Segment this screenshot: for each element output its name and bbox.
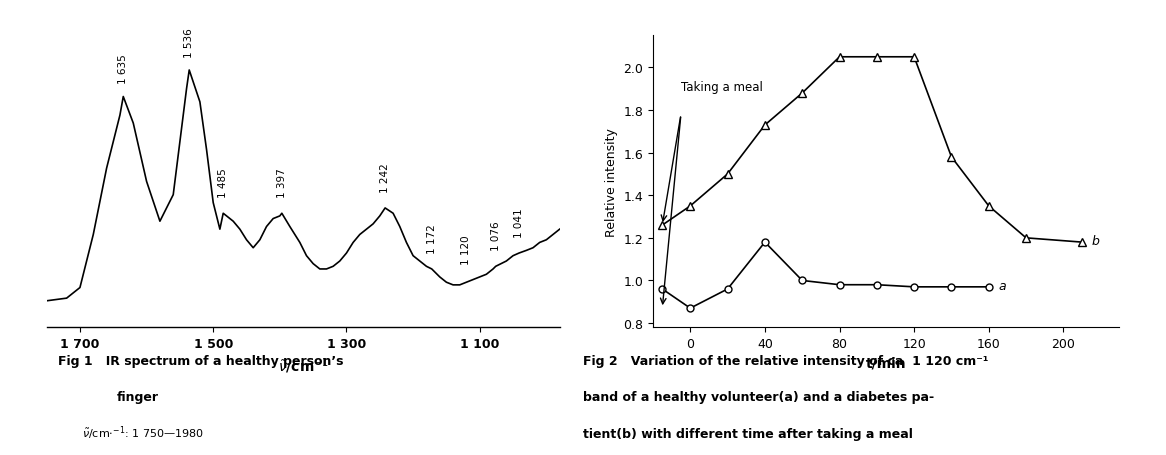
Text: 1 076: 1 076 (491, 221, 500, 251)
Text: 1 397: 1 397 (276, 168, 287, 198)
Text: Taking a meal: Taking a meal (681, 81, 763, 94)
Text: a: a (998, 279, 1006, 292)
Text: b: b (1091, 235, 1100, 248)
Y-axis label: Relative intensity: Relative intensity (605, 128, 618, 236)
Text: 1 242: 1 242 (380, 163, 391, 192)
Text: tient(b) with different time after taking a meal: tient(b) with different time after takin… (583, 427, 913, 440)
Text: 1 041: 1 041 (514, 208, 524, 238)
Text: Fig 1   IR spectrum of a healthy person’s: Fig 1 IR spectrum of a healthy person’s (58, 354, 344, 367)
Text: Fig 2   Variation of the relative intensity of ca  1 120 cm⁻¹: Fig 2 Variation of the relative intensit… (583, 354, 989, 367)
Text: band of a healthy volunteer(a) and a diabetes pa-: band of a healthy volunteer(a) and a dia… (583, 390, 934, 404)
Text: $\tilde{\nu}$/cm$\cdot^{-1}$: 1 750—1980: $\tilde{\nu}$/cm$\cdot^{-1}$: 1 750—1980 (82, 424, 204, 441)
Text: finger: finger (117, 390, 159, 404)
Text: 1 635: 1 635 (118, 54, 128, 84)
Text: 1 172: 1 172 (427, 224, 437, 253)
Text: 1 536: 1 536 (184, 28, 195, 58)
Text: 1 485: 1 485 (218, 168, 229, 198)
X-axis label: t/min: t/min (866, 356, 906, 370)
Text: 1 120: 1 120 (462, 234, 471, 264)
X-axis label: $\tilde{\nu}$/cm$^{-1}$: $\tilde{\nu}$/cm$^{-1}$ (278, 356, 329, 375)
